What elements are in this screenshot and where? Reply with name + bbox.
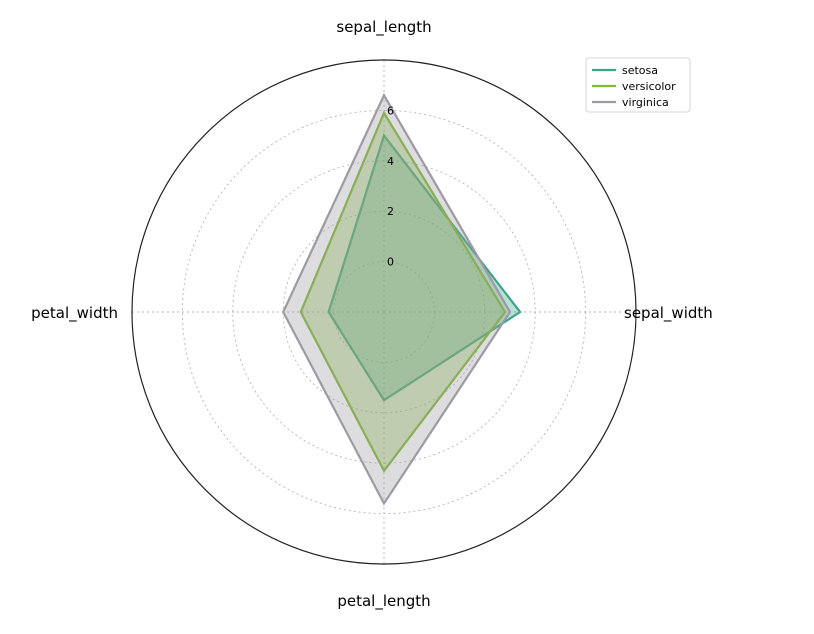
r-tick-label: 6 (387, 104, 394, 117)
series-layer (281, 92, 522, 506)
series-line-versicolor (299, 110, 507, 473)
series-line-virginica (281, 92, 512, 506)
series-fill-virginica (283, 95, 510, 504)
legend: setosa versicolor virginica (585, 57, 691, 113)
axis-label-sepal_width: sepal_width (624, 304, 713, 323)
legend-box (585, 57, 691, 113)
series-fill-versicolor (300, 112, 505, 471)
legend-label-setosa: setosa (622, 64, 658, 77)
r-tick-labels: 0 2 4 6 (387, 104, 394, 268)
legend-label-versicolor: versicolor (622, 80, 676, 93)
axis-labels: sepal_length sepal_width petal_length petal… (31, 18, 713, 611)
r-tick-label: 4 (387, 155, 394, 168)
radial-grid (131, 59, 637, 565)
axis-label-petal_length: petal_length (337, 592, 430, 611)
r-tick-label: 0 (387, 256, 394, 269)
axis-label-sepal_length: sepal_length (336, 18, 431, 37)
polar-frame (131, 59, 637, 565)
legend-label-virginica: virginica (622, 96, 669, 109)
r-tick-label: 2 (387, 205, 394, 218)
series-fill-setosa (328, 135, 521, 401)
axis-label-petal_width: petal_width (31, 304, 118, 323)
